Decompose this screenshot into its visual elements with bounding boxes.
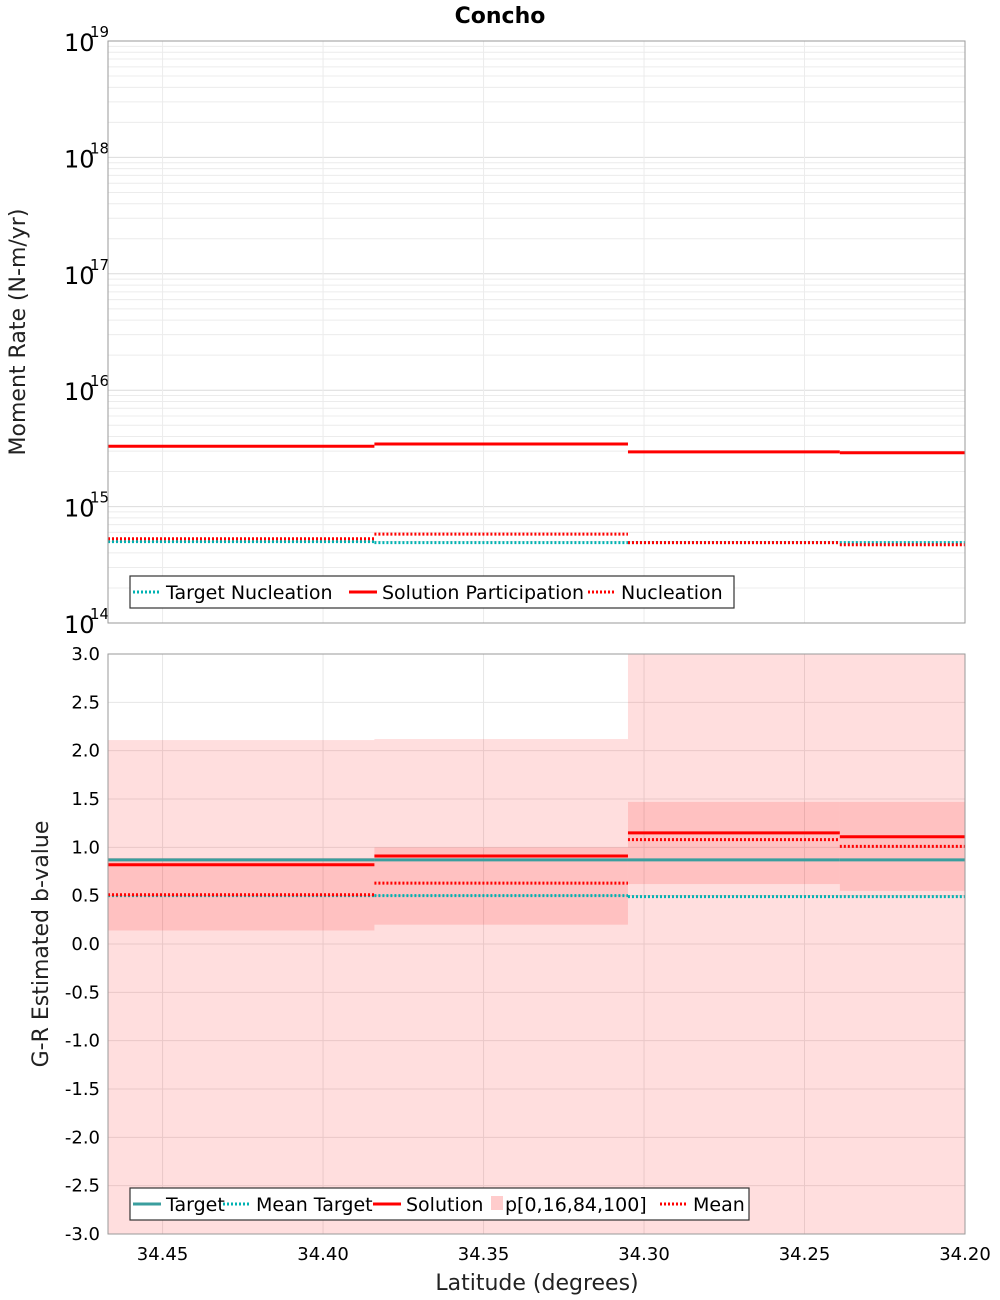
bottom-legend-label: p[0,16,84,100] [505, 1194, 647, 1216]
top-y-tick-exponent: 19 [90, 23, 109, 41]
top-y-tick-exponent: 14 [90, 605, 109, 623]
band-p16-p84 [839, 801, 965, 891]
band-p0-p100 [374, 739, 628, 1234]
bottom-y-tick-label: -1.5 [65, 1079, 100, 1100]
bottom-plot-frame [107, 653, 966, 1235]
bottom-y-tick-label: 3.0 [71, 644, 100, 665]
bottom-y-tick-label: -2.5 [65, 1176, 100, 1197]
band-p0-p100 [108, 740, 375, 1234]
bottom-legend-label: Target [165, 1194, 225, 1216]
x-tick-label: 34.25 [779, 1244, 831, 1265]
bottom-y-tick-label: -1.0 [65, 1031, 100, 1052]
bottom-y-tick-label: 0.0 [71, 934, 100, 955]
chart-title: Concho [455, 4, 546, 29]
x-axis-label: Latitude (degrees) [435, 1271, 638, 1296]
bottom-y-tick-label: 2.5 [71, 692, 100, 713]
bottom-legend: Target Mean Target Solution p[0,16,84,100] M… [129, 1187, 750, 1221]
x-tick-label: 34.20 [939, 1244, 991, 1265]
top-y-tick-exponent: 17 [90, 256, 109, 274]
bottom-y-tick-label: 0.5 [71, 886, 100, 907]
top-y-tick-exponent: 16 [90, 372, 109, 390]
bottom-legend-box [129, 1187, 750, 1221]
top-plot-frame [107, 40, 966, 624]
x-tick-label: 34.40 [297, 1244, 349, 1265]
b-value-panel: 3.0 2.5 2.0 1.5 1.0 0.5 0.0 -0.5 -1.0 -1.5 -2.0 -2.… [65, 644, 991, 1265]
bottom-y-axis-label: G-R Estimated b-value [29, 821, 54, 1068]
top-legend: Target Nucleation Solution Participation N… [129, 575, 735, 609]
top-y-axis-label: Moment Rate (N-m/yr) [6, 209, 31, 456]
bottom-y-tick-label: 1.0 [71, 837, 100, 858]
bottom-legend-swatch [491, 1196, 503, 1210]
bottom-y-tick-label: -0.5 [65, 982, 100, 1003]
top-legend-box [129, 575, 735, 609]
bottom-legend-label: Solution [406, 1194, 483, 1216]
top-legend-label: Nucleation [621, 582, 723, 604]
x-tick-label: 34.30 [618, 1244, 670, 1265]
band-p0-p100 [839, 654, 965, 1234]
x-tick-label: 34.45 [137, 1244, 189, 1265]
top-y-tick-exponent: 18 [90, 139, 109, 157]
top-y-tick-base: 10 [64, 378, 95, 406]
top-y-tick-base: 10 [64, 495, 95, 523]
x-tick-label: 34.35 [458, 1244, 510, 1265]
bottom-y-tick-label: -3.0 [65, 1224, 100, 1245]
top-y-tick-base: 10 [64, 29, 95, 57]
bottom-y-tick-label: -2.0 [65, 1127, 100, 1148]
top-y-tick-base: 10 [64, 262, 95, 290]
bottom-y-tick-label: 2.0 [71, 741, 100, 762]
band-p16-p84 [627, 801, 840, 885]
bottom-legend-label: Mean [693, 1194, 745, 1216]
top-y-tick-base: 10 [64, 145, 95, 173]
top-plot-area [108, 41, 965, 623]
bottom-legend-label: Mean Target [256, 1194, 373, 1216]
band-p0-p100 [627, 654, 840, 1234]
bottom-y-tick-label: 1.5 [71, 789, 100, 810]
top-y-tick-base: 10 [64, 611, 95, 639]
top-y-tick-exponent: 15 [90, 489, 109, 507]
top-legend-label: Solution Participation [382, 582, 584, 604]
top-legend-label: Target Nucleation [165, 582, 333, 604]
